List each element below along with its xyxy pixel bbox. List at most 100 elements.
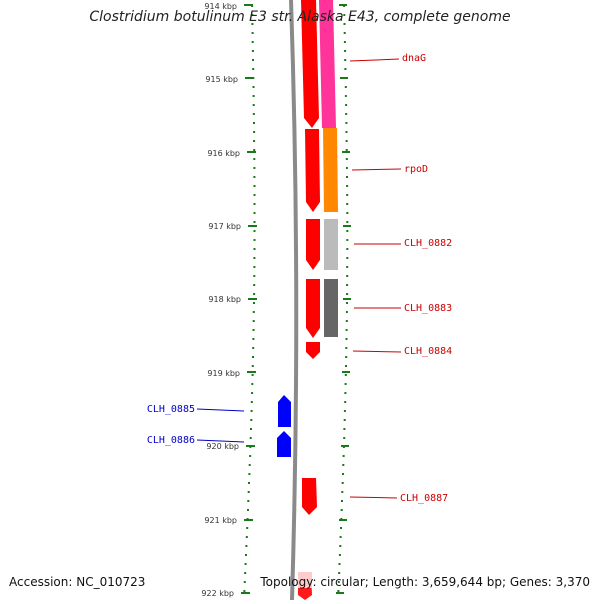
ruler-dot (345, 104, 348, 106)
ruler-dot (251, 374, 254, 376)
tick-label: 914 kbp (204, 2, 237, 11)
ruler-dot (344, 86, 347, 88)
leader-CLH_0887 (349, 496, 398, 499)
ruler-dot (253, 140, 256, 142)
cog-track (319, 0, 338, 337)
ruler-dot (252, 329, 255, 331)
ruler-dot (343, 428, 346, 430)
ruler-dot (346, 248, 349, 250)
ruler-dot (341, 482, 344, 484)
gene-labels: dnaG rpoD CLH_0882 CLH_0883 CLH_0884 CLH… (147, 53, 452, 504)
tick-label: 922 kbp (201, 589, 234, 598)
ruler-dot (253, 284, 256, 286)
ruler-dot (252, 338, 255, 340)
ruler-dot (345, 149, 348, 151)
ruler-dot (345, 122, 348, 124)
ruler-dot (337, 581, 340, 583)
ruler-dot (342, 464, 345, 466)
leader-rpoD (351, 168, 402, 171)
forward-genes (298, 0, 320, 600)
ruler-dot (343, 41, 346, 43)
ruler-dot (344, 392, 347, 394)
ruler-dot (245, 554, 247, 556)
ruler-dot (340, 509, 343, 511)
ruler-dot (251, 50, 254, 52)
leader-CLH_0884 (352, 350, 402, 353)
ruler-dot (253, 248, 256, 250)
gene-label-CLH_0883: CLH_0883 (404, 303, 452, 314)
gene-label-CLH_0886: CLH_0886 (147, 435, 195, 446)
ruler-dot (345, 131, 348, 133)
ruler-dot (339, 536, 342, 538)
ruler-dot (249, 455, 252, 457)
gene-arrow-dnaG (301, 0, 319, 128)
leader-dnaG (349, 58, 400, 62)
ruler-dot (344, 50, 347, 52)
ruler-dot (342, 455, 345, 457)
ruler-dot (343, 32, 346, 34)
ruler-dot (251, 14, 254, 16)
ruler-dot (253, 221, 256, 223)
gene-label-CLH_0882: CLH_0882 (404, 238, 452, 249)
ruler-dot (344, 59, 347, 61)
ruler-dot (253, 257, 256, 259)
ruler-dot (251, 23, 254, 25)
ruler-dot (243, 581, 246, 583)
gene-label-CLH_0884: CLH_0884 (404, 346, 452, 357)
ruler-dot (244, 563, 247, 565)
ruler-dot (337, 590, 340, 592)
ruler-dot (346, 176, 348, 178)
ruler-dot (253, 131, 256, 133)
ruler-dot (245, 536, 248, 538)
cog-bar-CLH_0882 (324, 219, 338, 270)
ruler-dot (247, 500, 250, 502)
ruler-dot (339, 545, 342, 547)
reverse-genes (277, 395, 291, 457)
ruler-dot (340, 527, 342, 529)
gene-arrow-CLH_0882 (306, 219, 320, 270)
ruler-dot (253, 302, 255, 304)
ruler-dot (252, 320, 255, 322)
cog-bar-dnaG (319, 0, 336, 128)
gene-label-CLH_0887: CLH_0887 (400, 493, 448, 504)
ruler-dot (345, 113, 348, 115)
ruler-dot (345, 338, 348, 340)
ruler-dot (345, 311, 348, 313)
ruler-ticks: 914 kbp 915 kbp 916 kbp 917 kbp 918 kbp … (201, 2, 257, 598)
ruler-dot (252, 95, 255, 97)
ruler-dot (248, 482, 250, 484)
ruler-dot (250, 410, 253, 412)
ruler-dot (251, 41, 254, 43)
ruler-dot (243, 590, 246, 592)
genome-summary-text: Topology: circular; Length: 3,659,644 bp… (260, 575, 590, 589)
ruler-dot (342, 473, 344, 475)
ruler-dot (345, 158, 348, 160)
ruler-dot (346, 275, 349, 277)
gene-partial-pink (298, 572, 312, 588)
tick-label: 919 kbp (207, 369, 240, 378)
ruler-dot (250, 401, 253, 403)
ruler-dot (346, 194, 349, 196)
gene-label-dnaG: dnaG (402, 53, 426, 64)
ruler-dot (345, 320, 348, 322)
ruler-dot (245, 545, 248, 547)
tick-label: 918 kbp (208, 295, 241, 304)
ruler-dot (252, 86, 255, 88)
ruler-dot (253, 158, 256, 160)
ruler-dot (253, 176, 256, 178)
ruler-dot (253, 149, 256, 151)
ruler-dot (253, 122, 255, 124)
ruler-dot (253, 239, 256, 241)
ruler-dot (247, 491, 250, 493)
ruler-dot (346, 257, 349, 259)
map-title: Clostridium botulinum E3 str. Alaska E43… (89, 9, 511, 25)
ruler-dot (251, 365, 254, 367)
gene-arrow-rpoD (305, 129, 320, 212)
ruler-dots (243, 5, 349, 592)
ruler-dot (248, 464, 251, 466)
ruler-dot (253, 185, 256, 187)
ruler-dot (253, 275, 256, 277)
ruler-dot (343, 410, 346, 412)
ruler-dot (343, 23, 346, 25)
